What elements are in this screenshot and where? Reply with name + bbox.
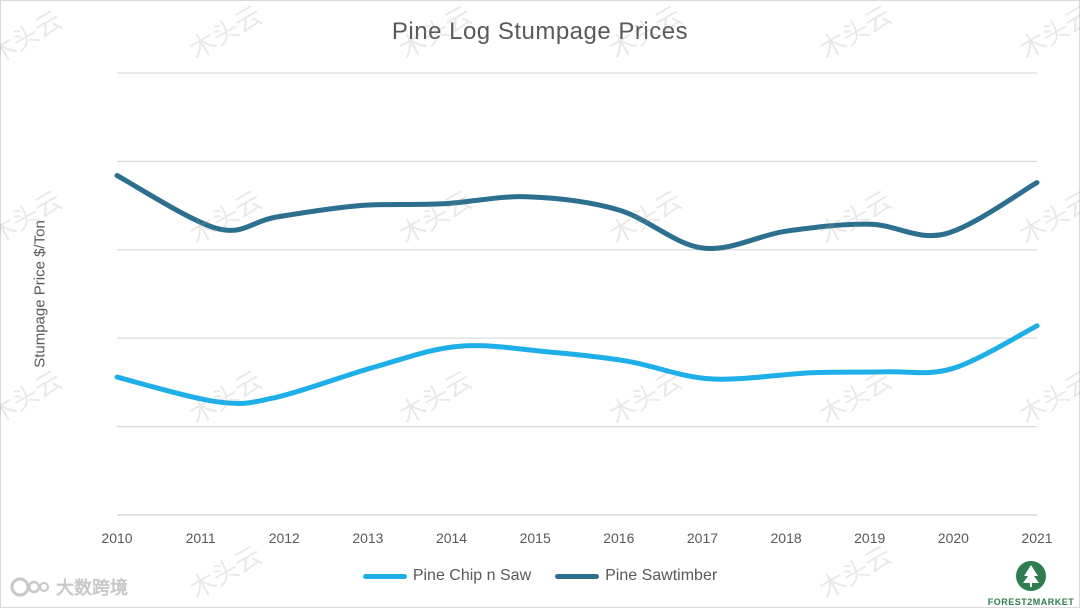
x-tick-label-2020: 2020 [938,530,969,546]
overlay-watermark-text: 木头云 [395,1,478,66]
legend-swatch-sawtimber [555,573,600,579]
x-tick-label-2011: 2011 [186,530,216,546]
overlay-watermark-text: 木头云 [0,6,67,71]
x-tick-label-2016: 2016 [603,530,634,546]
legend-swatch-chip-n-saw [362,573,407,579]
x-tick-label-2017: 2017 [687,530,718,546]
x-tick-label-2013: 2013 [352,530,383,546]
overlay-watermark-text: 木头云 [1015,1,1080,66]
overlay-watermark-text: 木头云 [1015,186,1080,251]
legend-label-sawtimber: Pine Sawtimber [605,567,718,584]
legend-item-sawtimber: Pine Sawtimber [555,567,717,585]
series-line-pine-chip-n-saw [114,323,1040,406]
chart-title: Pine Log Stumpage Prices [391,18,689,45]
legend-label-chip-n-saw: Pine Chip n Saw [412,567,532,584]
x-tick-label-2014: 2014 [436,530,467,546]
overlay-watermark-text: 木头云 [0,366,67,431]
series-line-pine-sawtimber [114,173,1040,252]
overlay-watermark-text: 木头云 [815,366,898,431]
x-tick-label-2021: 2021 [1021,530,1052,546]
overlay-watermark-text: 木头云 [185,1,268,66]
logo-text: FOREST2MARKET [987,597,1075,607]
legend: Pine Chip n Saw Pine Sawtimber [0,567,1080,585]
tree-logo-icon [1016,561,1046,591]
overlay-watermark-text: 木头云 [0,186,67,251]
overlay-watermark-text: 木头云 [815,186,898,251]
overlay-watermark-text: 木头云 [605,366,688,431]
x-tick-label-2012: 2012 [269,530,300,546]
overlay-watermark-text: 木头云 [815,1,898,66]
overlay-watermark-text: 木头云 [1015,366,1080,431]
overlay-watermark-text: 木头云 [185,366,268,431]
legend-item-chip-n-saw: Pine Chip n Saw [362,567,532,585]
x-tick-label-2018: 2018 [771,530,802,546]
overlay-watermark-text: 木头云 [395,186,478,251]
overlay-watermark-text: 木头云 [395,366,478,431]
forest2market-logo: FOREST2MARKET [986,560,1076,607]
watermark-logo-icon [10,577,49,597]
x-tick-label-2010: 2010 [101,530,132,546]
x-tick-label-2019: 2019 [854,530,885,546]
overlay-watermark-text: 木头云 [185,186,268,251]
source-watermark: 大数跨境 [10,574,128,600]
overlay-watermark-text: 木头云 [605,1,688,66]
source-watermark-text: 大数跨境 [56,578,128,598]
x-tick-label-2015: 2015 [520,530,551,546]
